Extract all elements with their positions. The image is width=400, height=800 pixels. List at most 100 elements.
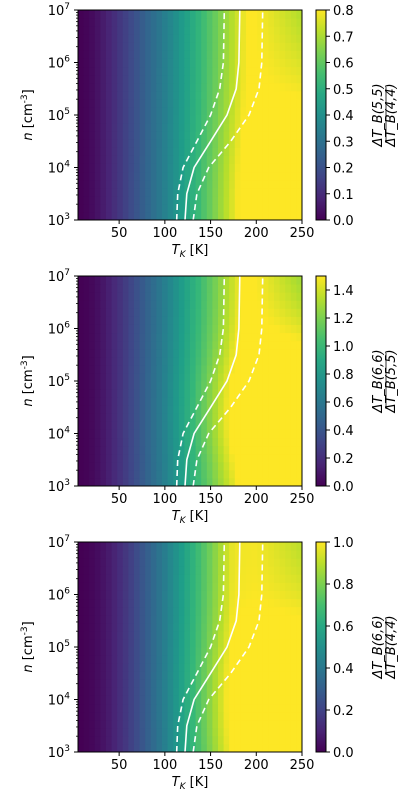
heatmap-cell	[206, 695, 213, 705]
heatmap-cell	[128, 34, 135, 43]
heatmap-cell	[156, 655, 163, 664]
heatmap-cell	[128, 123, 135, 132]
heatmap-cell	[223, 655, 230, 664]
heatmap-cell	[145, 727, 152, 737]
heatmap-cell	[246, 671, 253, 680]
heatmap-cell	[234, 171, 241, 181]
heatmap-cell	[156, 679, 163, 688]
heatmap-cell	[128, 727, 135, 737]
heatmap-cell	[296, 348, 303, 358]
heatmap-cell	[268, 727, 275, 737]
heatmap-cell	[100, 18, 107, 27]
heatmap-cell	[212, 671, 219, 680]
heatmap-cell	[94, 413, 101, 422]
heatmap-cell	[206, 179, 213, 189]
heatmap-cell	[134, 74, 141, 84]
heatmap-cell	[145, 590, 152, 600]
heatmap-cell	[279, 711, 286, 721]
heatmap-cell	[195, 679, 202, 688]
heatmap-cell	[78, 115, 85, 124]
heatmap-cell	[285, 630, 292, 640]
heatmap-cell	[212, 735, 219, 745]
heatmap-cell	[117, 284, 124, 293]
heatmap-cell	[167, 34, 174, 43]
heatmap-cell	[184, 574, 191, 583]
heatmap-cell	[167, 445, 174, 455]
heatmap-cell	[229, 10, 236, 19]
heatmap-cell	[229, 477, 236, 487]
heatmap-cell	[229, 695, 236, 705]
heatmap-cell	[162, 574, 169, 583]
heatmap-cell	[229, 719, 236, 729]
heatmap-cell	[134, 445, 141, 455]
heatmap-cell	[190, 308, 197, 317]
heatmap-cell	[279, 405, 286, 414]
heatmap-cell	[257, 106, 264, 116]
heatmap-cell	[145, 276, 152, 285]
heatmap-cell	[145, 292, 152, 301]
heatmap-cell	[251, 735, 258, 745]
heatmap-cell	[290, 34, 297, 43]
heatmap-cell	[190, 405, 197, 414]
heatmap-cell	[290, 630, 297, 640]
heatmap-cell	[251, 687, 258, 696]
heatmap-cell	[139, 66, 146, 76]
heatmap-cell	[78, 542, 85, 551]
heatmap-cell	[268, 316, 275, 325]
heatmap-cell	[268, 155, 275, 164]
heatmap-cell	[262, 42, 269, 51]
heatmap-cell	[134, 405, 141, 414]
heatmap-cell	[206, 34, 213, 43]
heatmap-cell	[206, 211, 213, 221]
heatmap-cell	[106, 630, 113, 640]
heatmap-cell	[162, 735, 169, 745]
heatmap-cell	[156, 445, 163, 455]
heatmap-cell	[83, 340, 90, 350]
heatmap-cell	[78, 276, 85, 285]
heatmap-cell	[279, 284, 286, 293]
heatmap-cell	[100, 590, 107, 600]
heatmap-cell	[190, 719, 197, 729]
heatmap-cell	[128, 155, 135, 164]
heatmap-cell	[218, 90, 225, 100]
heatmap-cell	[117, 590, 124, 600]
heatmap-cell	[178, 316, 185, 325]
heatmap-cell	[279, 566, 286, 575]
heatmap-cell	[78, 679, 85, 688]
heatmap-cell	[290, 372, 297, 382]
heatmap-cell	[234, 10, 241, 19]
heatmap-cell	[145, 171, 152, 181]
heatmap-cell	[285, 590, 292, 600]
heatmap-cell	[145, 82, 152, 92]
heatmap-cell	[111, 679, 118, 688]
heatmap-cell	[257, 58, 264, 68]
heatmap-cell	[178, 558, 185, 567]
heatmap-cell	[89, 179, 96, 189]
heatmap-cell	[100, 131, 107, 140]
heatmap-cell	[100, 74, 107, 84]
heatmap-cell	[223, 461, 230, 471]
heatmap-cell	[257, 50, 264, 59]
heatmap-cell	[279, 413, 286, 422]
heatmap-cell	[134, 18, 141, 27]
heatmap-cell	[251, 445, 258, 455]
heatmap-cell	[234, 743, 241, 753]
heatmap-cell	[178, 147, 185, 156]
heatmap-cell	[106, 574, 113, 583]
heatmap-cell	[145, 671, 152, 680]
heatmap-cell	[162, 155, 169, 164]
heatmap-cell	[246, 340, 253, 350]
heatmap-cell	[229, 74, 236, 84]
heatmap-cell	[173, 308, 180, 317]
heatmap-cell	[83, 381, 90, 390]
heatmap-cell	[190, 421, 197, 430]
heatmap-cell	[128, 389, 135, 398]
colorbar-tick-label: 0.4	[333, 424, 354, 439]
heatmap-cell	[106, 381, 113, 390]
heatmap-cell	[150, 638, 157, 648]
heatmap-cell	[201, 389, 208, 398]
heatmap-cell	[195, 445, 202, 455]
heatmap-cell	[240, 348, 247, 358]
heatmap-cell	[150, 679, 157, 688]
heatmap-cell	[117, 300, 124, 309]
